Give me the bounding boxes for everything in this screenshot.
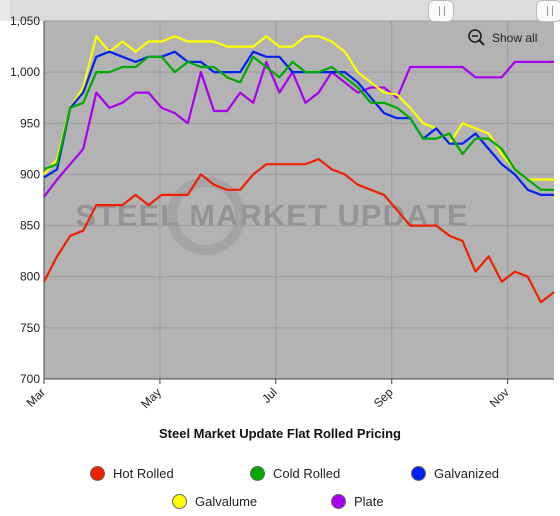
y-tick-label: 950 bbox=[20, 116, 40, 130]
y-tick-label: 800 bbox=[20, 270, 40, 284]
series-line-plate bbox=[43, 60, 554, 198]
x-tick-label: Mar bbox=[24, 385, 49, 410]
series-line-galvanized bbox=[43, 50, 554, 196]
y-tick-label: 750 bbox=[20, 321, 40, 335]
legend-swatch-galvanized bbox=[411, 466, 426, 481]
legend-label-hot-rolled: Hot Rolled bbox=[113, 466, 174, 481]
x-tick-label: Sep bbox=[371, 385, 396, 410]
legend-swatch-plate bbox=[331, 494, 346, 509]
y-tick-label: 700 bbox=[20, 372, 40, 386]
legend-item-cold-rolled[interactable]: Cold Rolled bbox=[250, 466, 340, 481]
watermark: STEEL MARKET UPDATE bbox=[75, 198, 468, 233]
x-tick-label: Nov bbox=[487, 385, 512, 410]
legend-swatch-galvalume bbox=[172, 494, 187, 509]
legend-swatch-cold-rolled bbox=[250, 466, 265, 481]
legend-item-galvanized[interactable]: Galvanized bbox=[411, 466, 499, 481]
range-handle-left[interactable] bbox=[428, 0, 454, 22]
legend-label-galvalume: Galvalume bbox=[195, 494, 258, 509]
y-tick-label: 900 bbox=[20, 167, 40, 181]
y-tick-label: 1,050 bbox=[10, 14, 40, 28]
x-tick-label: May bbox=[138, 385, 164, 411]
legend-swatch-hot-rolled bbox=[90, 466, 105, 481]
legend-item-plate[interactable]: Plate bbox=[331, 494, 384, 509]
range-selector-window bbox=[10, 0, 540, 21]
series-line-hot-rolled bbox=[43, 158, 555, 304]
legend-item-galvalume[interactable]: Galvalume bbox=[172, 494, 257, 509]
y-tick-label: 850 bbox=[20, 219, 40, 233]
watermark-logo-ring bbox=[167, 177, 245, 255]
legend-item-hot-rolled[interactable]: Hot Rolled bbox=[90, 466, 174, 481]
zoom-out-icon bbox=[468, 29, 485, 46]
series-line-galvalume bbox=[43, 35, 554, 181]
legend-label-cold-rolled: Cold Rolled bbox=[273, 466, 341, 481]
legend-label-galvanized: Galvanized bbox=[434, 466, 500, 481]
show-all-label: Show all bbox=[492, 31, 538, 45]
chart-title: Steel Market Update Flat Rolled Pricing bbox=[159, 426, 401, 441]
legend-label-plate: Plate bbox=[354, 494, 384, 509]
legend: Hot Rolled Cold Rolled Galvanized Galval… bbox=[0, 458, 560, 514]
series-line-cold-rolled bbox=[43, 55, 554, 191]
y-tick-label: 1,000 bbox=[10, 65, 40, 79]
show-all-button[interactable]: Show all bbox=[467, 28, 537, 48]
range-handle-right[interactable] bbox=[536, 0, 560, 22]
x-tick-label: Jul bbox=[259, 385, 280, 406]
